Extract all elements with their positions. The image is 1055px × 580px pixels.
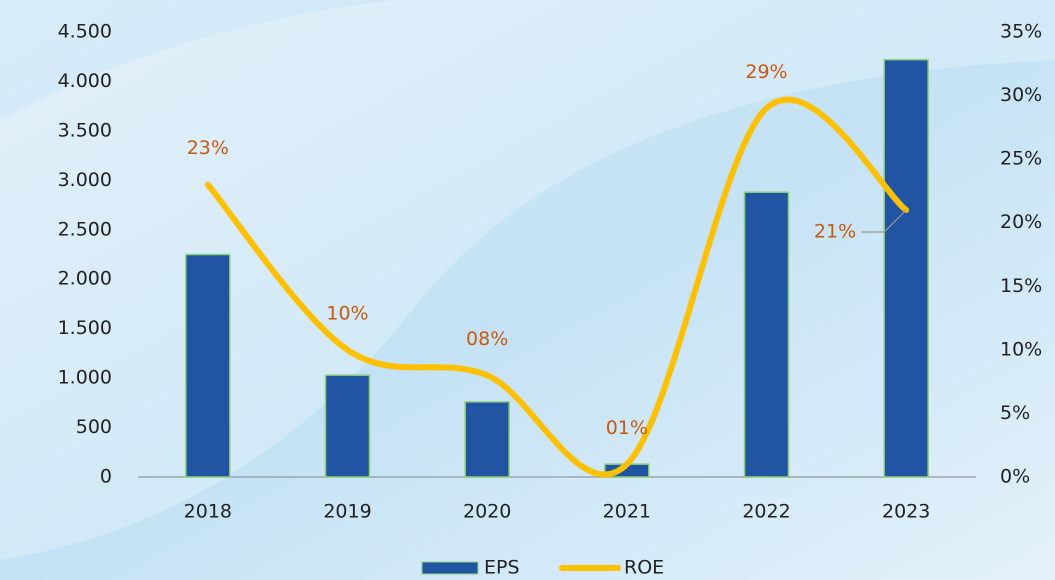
- x-tick-label: 2022: [742, 501, 790, 523]
- legend-label: EPS: [484, 557, 520, 579]
- background-swoosh: [0, 0, 1055, 560]
- x-tick-label: 2021: [603, 501, 651, 523]
- y-tick-label: 2.500: [58, 218, 112, 240]
- x-tick-label: 2020: [463, 501, 511, 523]
- y2-tick-label: 15%: [1000, 275, 1042, 297]
- y-tick-label: 4.000: [58, 70, 112, 92]
- y2-tick-label: 20%: [1000, 211, 1042, 233]
- data-label: 08%: [466, 328, 508, 350]
- bar: [743, 191, 790, 478]
- y-tick-label: 0: [100, 466, 112, 488]
- y2-tick-label: 10%: [1000, 338, 1042, 360]
- y-tick-label: 500: [76, 416, 112, 438]
- y-tick-label: 3.500: [58, 119, 112, 141]
- leader-line: [861, 209, 907, 233]
- line: [204, 96, 910, 478]
- x-tick-label: 2018: [184, 501, 232, 523]
- y2-tick-label: 25%: [1000, 148, 1042, 170]
- x-tick-label: 2019: [323, 501, 371, 523]
- data-label: 23%: [187, 137, 229, 159]
- bar: [883, 58, 929, 478]
- y2-tick-label: 5%: [1000, 402, 1030, 424]
- data-label: 01%: [606, 417, 648, 439]
- y-tick-label: 4.500: [58, 21, 112, 43]
- data-label: 21%: [814, 221, 856, 243]
- bar: [185, 253, 231, 478]
- bar: [324, 374, 371, 478]
- bar: [464, 401, 510, 478]
- y-tick-label: 1.500: [58, 317, 112, 339]
- x-tick-label: 2023: [882, 501, 930, 523]
- y2-tick-label: 30%: [1000, 84, 1042, 106]
- data-label: 10%: [326, 302, 368, 324]
- y-tick-label: 3.000: [58, 169, 112, 191]
- legend-swatch: [421, 561, 479, 575]
- y2-tick-label: 35%: [1000, 21, 1042, 43]
- legend-label: ROE: [624, 557, 664, 579]
- y-tick-label: 1.000: [58, 367, 112, 389]
- y-tick-label: 2.000: [58, 268, 112, 290]
- data-label: 29%: [745, 61, 787, 83]
- y2-tick-label: 0%: [1000, 466, 1030, 488]
